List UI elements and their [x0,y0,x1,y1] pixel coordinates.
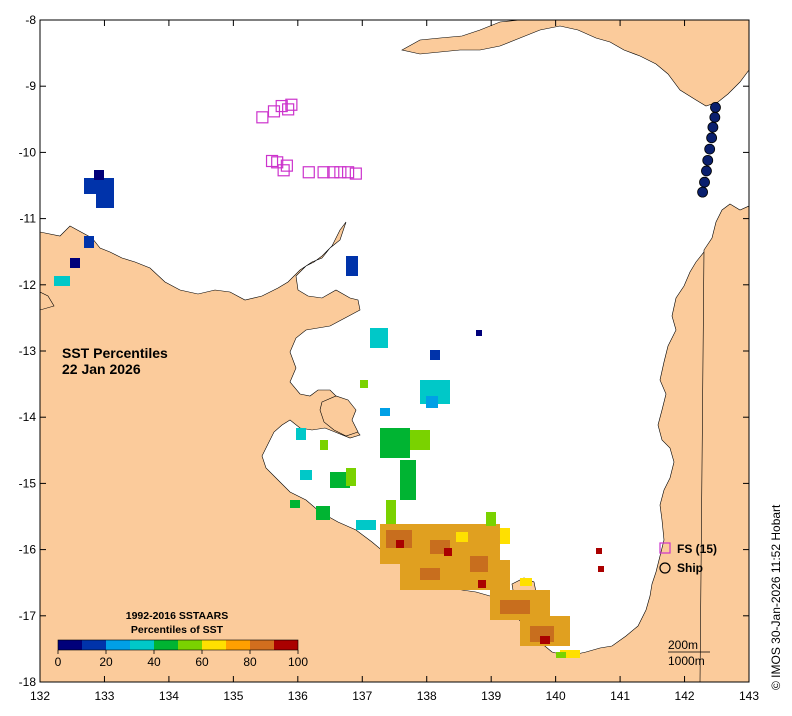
lon-tick-label: 141 [610,689,630,703]
ship-track-point [707,121,719,133]
colorbar-tick-label: 80 [243,655,257,669]
ship-track-point [701,165,712,177]
lon-tick-label: 135 [223,689,243,703]
ship-track-point [706,132,718,144]
colorbar-subtitle: Percentiles of SST [131,624,224,636]
colorbar-tick-label: 40 [147,655,161,669]
colorbar-segment [130,640,154,650]
lat-tick-label: -18 [19,675,37,689]
colorbar-segment [202,640,226,650]
cape-york [699,203,749,682]
new-guinea [401,20,749,107]
colorbar-tick-label: 20 [99,655,113,669]
lon-tick-label: 140 [546,689,566,703]
lon-tick-label: 136 [288,689,308,703]
lat-tick-label: -8 [25,13,36,27]
colorbar-frame [57,639,299,651]
ship-track-point [702,154,714,166]
colorbar-segment [226,640,250,650]
colorbar-segment [82,640,106,650]
colorbar-title: 1992-2016 SSTAARS [126,610,229,622]
colorbar-segment [274,640,298,650]
ship-track-point [704,143,716,155]
float-station-marker [280,159,293,172]
groote-eylandt [319,395,359,437]
colorbar [57,639,299,651]
lat-axis: -8 -9 -10 -11 -12 -13 -14 -15 -16 -17 -18 [19,13,749,689]
lat-tick-label: -9 [25,79,36,93]
float-station-marker [271,156,284,169]
ship-legend-icon [659,562,671,574]
float-station-marker [256,111,269,124]
lon-tick-label: 143 [739,689,759,703]
colorbar-tick-label: 60 [195,655,209,669]
lat-tick-label: -11 [20,212,37,226]
ship-legend-label: Ship [677,561,703,575]
float-stations [256,98,362,180]
colorbar-ticks: 0 20 40 60 80 100 [55,650,308,669]
credit-text: © IMOS 30-Jan-2026 11:52 Hobart [769,504,783,690]
float-station-marker [349,167,362,180]
sst-pixels [54,170,604,658]
float-station-marker [334,166,347,179]
arnhem-land [40,215,749,682]
float-station-marker [317,166,330,179]
float-station-marker [341,166,355,179]
lon-tick-label: 142 [675,689,695,703]
lat-tick-label: -17 [19,609,37,623]
colorbar-segment [58,640,82,650]
fs-legend-icon [659,542,671,554]
float-station-marker [302,166,315,179]
lon-tick-label: 139 [481,689,501,703]
float-station-marker [275,99,288,113]
colorbar-segment [178,640,202,650]
lat-tick-label: -13 [19,344,37,358]
colorbar-tick-label: 0 [55,655,62,669]
lat-tick-label: -12 [19,278,37,292]
float-station-marker [327,166,340,179]
ship-track-point [709,111,721,123]
depth-200-label: 200m [668,638,698,652]
colorbar-segment [154,640,178,650]
ship-track-point [697,186,708,198]
lat-tick-label: -14 [19,410,37,424]
lon-axis: 132 133 134 135 136 137 138 139 140 141 142 143 [30,20,759,703]
depth-1000-label: 1000m [668,654,705,668]
lat-tick-label: -16 [19,543,37,557]
float-station-marker [285,98,298,111]
colorbar-segment [106,640,130,650]
melville-island [40,291,55,311]
lat-tick-label: -10 [19,145,37,159]
lat-tick-label: -15 [19,476,37,490]
colorbar-segment [250,640,274,650]
map-date: 22 Jan 2026 [62,361,141,377]
fs-legend-label: FS (15) [677,542,717,556]
lon-tick-label: 134 [159,689,179,703]
float-station-marker [277,164,290,177]
ship-track [697,101,721,198]
ship-track-point [699,176,710,188]
ship-track-point [710,101,721,113]
map-title: SST Percentiles [62,345,168,361]
lon-tick-label: 133 [94,689,114,703]
lon-tick-label: 137 [352,689,372,703]
float-station-marker [282,103,295,116]
colorbar-tick-label: 100 [288,655,308,669]
lon-tick-label: 138 [417,689,437,703]
lon-tick-label: 132 [30,689,50,703]
